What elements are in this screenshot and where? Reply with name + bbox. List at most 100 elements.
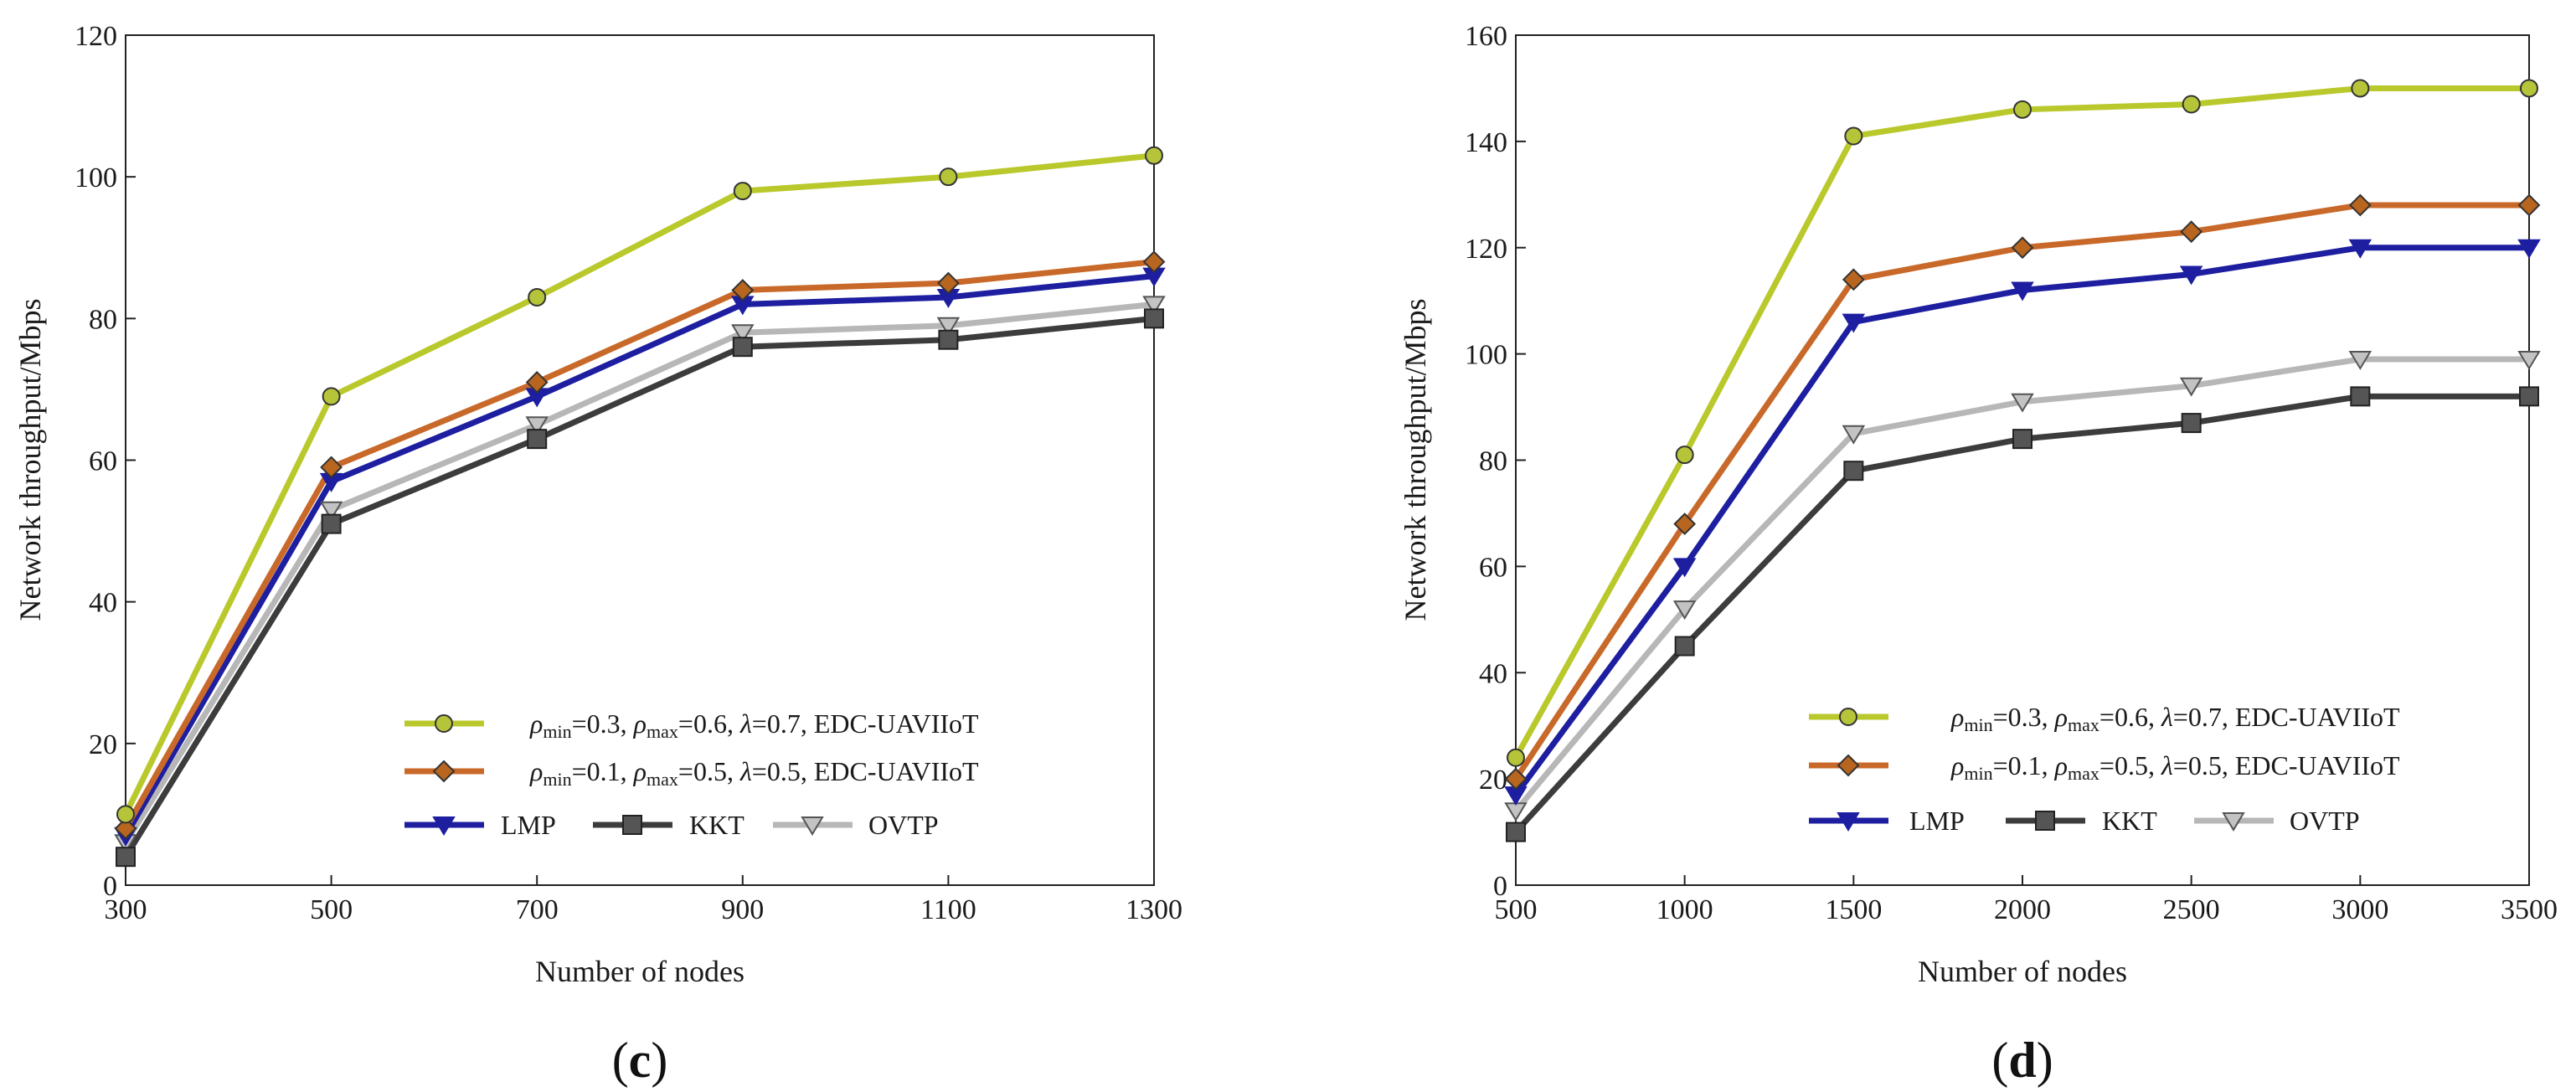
point-ovtp-c-700: [525, 416, 549, 436]
legend-marker-lmp-d: [1837, 812, 1860, 832]
point-lmp-d-3500: [2517, 239, 2541, 259]
y-tick-label-d-100: 100: [1465, 340, 1507, 371]
point-s1-d-3000: [2351, 79, 2370, 98]
point-s1-c-700: [528, 287, 547, 306]
point-ovtp-d-2000: [2011, 393, 2034, 413]
point-s1-d-500: [1507, 748, 1525, 767]
point-kkt-d-500: [1506, 822, 1526, 842]
point-kkt-d-3000: [2350, 386, 2371, 407]
point-lmp-d-1500: [1842, 313, 1866, 333]
point-kkt-c-1100: [938, 329, 959, 350]
y-axis-title-c: Network throughput/Mbps: [13, 299, 47, 621]
series-line-lmp-c: [122, 273, 1155, 837]
legend-marker-s2-c: [432, 760, 456, 783]
y-axis-title-d: Network throughput/Mbps: [1399, 299, 1432, 621]
point-s1-d-2000: [2013, 100, 2032, 119]
x-tick-label-c-1300: 1300: [1126, 894, 1182, 925]
x-tick-label-c-700: 700: [516, 894, 559, 925]
legend-label-lmp-d: LMP: [1909, 806, 1965, 836]
point-s2-d-3000: [2348, 193, 2372, 217]
point-s2-c-700: [525, 371, 549, 394]
panel-d: 500 1000 1500 2000 2500 3000 3500 0 20 40 60 80 100 1…: [1399, 21, 2558, 1088]
point-ovtp-d-3000: [2348, 350, 2372, 370]
point-s2-c-300: [114, 816, 137, 840]
series-line-ovtp-c: [123, 301, 1155, 845]
legend-label-s1-d: ρmin=0.3, ρmax=0.6, λ=0.7, EDC-UAVIIoT: [1950, 702, 2400, 735]
point-kkt-d-1500: [1843, 461, 1864, 482]
panel-label-d: (d): [1991, 1033, 2053, 1088]
legend-label-kkt-d: KKT: [2102, 806, 2157, 836]
x-axis-title-c: Number of nodes: [535, 955, 744, 988]
axis-ticks-c: 300 500 700 900 1100 1300 0 20 40 60 80 100 120: [75, 21, 1182, 925]
x-tick-label-d-3500: 3500: [2501, 894, 2558, 925]
point-s2-d-1500: [1842, 268, 1865, 291]
x-axis-title-d: Number of nodes: [1918, 955, 2127, 988]
x-tick-label-c-1100: 1100: [920, 894, 976, 925]
point-ovtp-c-1300: [1142, 296, 1166, 316]
y-tick-label-d-120: 120: [1465, 234, 1507, 265]
point-kkt-d-2500: [2181, 413, 2202, 434]
legend-label-s2-d: ρmin=0.1, ρmax=0.5, λ=0.5, EDC-UAVIIoT: [1950, 750, 2400, 784]
series-markers-c: [114, 146, 1166, 868]
point-ovtp-c-900: [731, 324, 755, 344]
legend-label-s1-c: ρmin=0.3, ρmax=0.6, λ=0.7, EDC-UAVIIoT: [529, 708, 979, 742]
legend-marker-lmp-c: [432, 816, 456, 836]
point-s2-d-500: [1504, 767, 1528, 791]
legend-label-ovtp-c: OVTP: [868, 810, 939, 840]
x-tick-label-d-2500: 2500: [2163, 894, 2220, 925]
point-kkt-d-3500: [2519, 386, 2539, 407]
x-tick-label-c-900: 900: [721, 894, 764, 925]
y-tick-label-d-60: 60: [1479, 552, 1507, 583]
point-s2-c-1100: [936, 271, 960, 295]
y-tick-label-c-20: 20: [89, 729, 117, 760]
series-line-kkt-c: [123, 315, 1155, 859]
point-ovtp-d-1000: [1672, 600, 1697, 621]
x-tick-label-c-500: 500: [310, 894, 353, 925]
point-s1-d-3500: [2520, 79, 2538, 98]
y-tick-label-c-80: 80: [89, 304, 117, 335]
legend-marker-kkt-d: [2035, 811, 2055, 831]
point-s1-c-500: [322, 387, 341, 406]
panel-c: 300 500 700 900 1100 1300 0 20 40 60 80 100 120 Numb…: [13, 21, 1182, 1088]
y-tick-label-d-0: 0: [1493, 871, 1507, 902]
point-kkt-c-300: [116, 847, 136, 868]
legend-marker-s2-d: [1837, 754, 1860, 777]
point-lmp-d-2500: [2179, 265, 2203, 286]
legend-label-kkt-c: KKT: [689, 810, 744, 840]
point-kkt-d-1000: [1674, 636, 1695, 657]
point-s1-d-1500: [1844, 126, 1863, 146]
series-line-s1-d: [1512, 85, 2529, 760]
point-s1-c-1100: [939, 167, 958, 187]
point-s1-c-1300: [1145, 146, 1163, 165]
point-ovtp-d-2500: [2179, 377, 2203, 397]
x-tick-label-c-300: 300: [105, 894, 147, 925]
legend-marker-kkt-c: [622, 815, 642, 835]
point-s1-d-1000: [1675, 446, 1694, 465]
point-s2-d-2500: [2180, 220, 2203, 244]
point-ovtp-d-3500: [2517, 350, 2541, 370]
y-tick-label-c-40: 40: [89, 588, 117, 619]
y-tick-label-c-60: 60: [89, 446, 117, 477]
y-tick-label-d-40: 40: [1479, 658, 1507, 689]
y-tick-label-c-120: 120: [75, 21, 117, 52]
point-s2-d-3500: [2517, 193, 2541, 217]
y-tick-label-c-100: 100: [75, 162, 117, 193]
legend-c: ρmin=0.3, ρmax=0.6, λ=0.7, EDC-UAVIIoT ρ…: [404, 708, 979, 840]
x-tick-label-d-1500: 1500: [1825, 894, 1882, 925]
point-lmp-d-2000: [2011, 281, 2034, 301]
point-s2-c-900: [731, 279, 755, 301]
point-s2-d-1000: [1673, 513, 1697, 536]
point-ovtp-c-1100: [936, 317, 961, 337]
legend-marker-s1-d: [1839, 708, 1857, 726]
series-line-s1-c: [122, 152, 1155, 816]
point-kkt-d-2000: [2012, 429, 2032, 450]
panel-label-c: (c): [612, 1033, 668, 1088]
point-kkt-c-700: [527, 429, 548, 450]
x-tick-label-d-2000: 2000: [1994, 894, 2051, 925]
y-tick-label-c-0: 0: [103, 871, 117, 902]
point-ovtp-d-1500: [1842, 425, 1866, 445]
series-lines-c: [122, 152, 1155, 859]
point-kkt-c-500: [321, 513, 342, 534]
legend-marker-ovtp-d: [2222, 812, 2245, 832]
